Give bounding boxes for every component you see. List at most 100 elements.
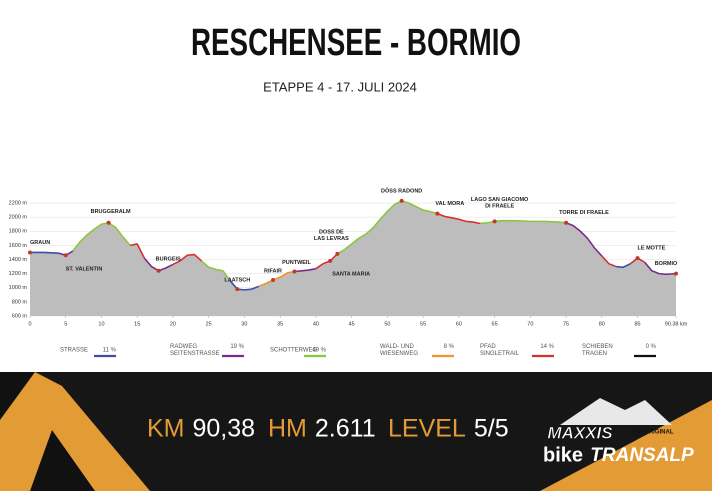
legend-label: SINGLETRAIL <box>480 351 520 357</box>
waypoint-label: LE MOTTE <box>638 246 666 252</box>
surface-run <box>172 253 203 266</box>
x-tick-label: 85 <box>634 321 640 327</box>
waypoint-label: SANTA MARIA <box>332 271 370 277</box>
waypoint-marker <box>235 287 240 292</box>
waypoint-marker <box>492 219 497 224</box>
surface-run <box>336 200 438 255</box>
y-tick-label: 1000 m <box>9 285 28 291</box>
mountain <box>0 430 28 491</box>
y-tick-label: 1200 m <box>9 271 28 277</box>
x-tick-label: 90.38 km <box>665 321 688 327</box>
logo-peaks <box>560 398 672 425</box>
mountain <box>0 372 150 491</box>
y-tick-label: 1800 m <box>9 229 28 235</box>
x-tick-label: 25 <box>206 321 212 327</box>
waypoint-marker <box>63 253 68 258</box>
x-tick-label: 55 <box>420 321 426 327</box>
waypoint-label: DI FRAELE <box>485 203 514 209</box>
legend-share: 14 % <box>540 344 554 350</box>
title: RESCHENSEE - BORMIO <box>191 22 521 64</box>
waypoint-label: DÖSS RADOND <box>381 187 422 194</box>
stat-value: 5/5 <box>474 415 509 443</box>
legend-label: WIESENWEG <box>380 351 418 357</box>
waypoint-label: BORMIO <box>655 261 678 267</box>
stat-label: LEVEL <box>388 415 466 443</box>
x-tick-label: 30 <box>241 321 247 327</box>
x-tick-label: 60 <box>456 321 462 327</box>
waypoint-label: TORRE DI FRAELE <box>559 210 609 216</box>
legend-share: 49 % <box>312 348 326 354</box>
stat-label: KM <box>147 415 185 443</box>
legend-label: SEITENSTRASSE <box>170 351 220 357</box>
logo-brand: MAXXIS <box>547 423 613 442</box>
x-tick-label: 50 <box>384 321 390 327</box>
legend-label: STRASSE <box>60 348 88 354</box>
surface-run <box>229 280 260 291</box>
x-tick-label: 80 <box>599 321 605 327</box>
waypoint-marker <box>435 211 440 216</box>
waypoint-label: VAL MORA <box>435 201 464 207</box>
waypoint-label: RIFAIR <box>264 268 282 274</box>
waypoint-marker <box>335 251 340 256</box>
logo-tagline: THE ORIGINAL <box>631 430 674 436</box>
surface-run <box>616 263 631 269</box>
waypoint-marker <box>271 277 276 282</box>
x-tick-label: 35 <box>277 321 283 327</box>
waypoint-marker <box>28 250 32 255</box>
waypoint-marker <box>156 268 161 273</box>
legend-label: RADWEG <box>170 344 197 350</box>
waypoint-label: DOSS DE <box>319 229 344 235</box>
y-tick-label: 2200 m <box>9 200 28 206</box>
logo-transalp: TRANSALP <box>590 445 694 466</box>
surface-run <box>565 222 603 257</box>
waypoint-label: LAGO SAN GIACOMO <box>471 197 529 203</box>
x-tick-label: 75 <box>563 321 569 327</box>
waypoint-label: LAS LEVRAS <box>314 236 349 242</box>
waypoint-marker <box>292 269 297 274</box>
waypoint-marker <box>564 220 569 225</box>
waypoint-label: BRUGGERALM <box>91 209 131 215</box>
logo-bike: bike <box>543 444 583 466</box>
legend-share: 8 % <box>444 344 455 350</box>
footer <box>0 372 712 491</box>
waypoint-marker <box>674 271 678 276</box>
waypoint-marker <box>399 198 404 203</box>
waypoint-label: GRAUN <box>30 240 50 246</box>
legend-label: SCHIEBEN <box>582 344 613 350</box>
x-tick-label: 15 <box>134 321 140 327</box>
stats: KM 90,38 HM 2.611 LEVEL 5/5 <box>147 415 509 443</box>
legend-share: 0 % <box>646 344 657 350</box>
plot: 600 m 800 m 1000 m 1200 m 1400 m 1600 m 1800 m… <box>9 187 688 327</box>
legend-label: PFAD <box>480 344 496 350</box>
y-tick-label: 2000 m <box>9 215 28 221</box>
y-tick-label: 1400 m <box>9 257 28 263</box>
waypoint-marker <box>328 258 333 263</box>
x-tick-label: 10 <box>98 321 104 327</box>
legend-label: TRAGEN <box>582 351 607 357</box>
x-tick-label: 70 <box>527 321 533 327</box>
waypoint-marker <box>106 220 111 225</box>
stat-label: HM <box>268 415 307 443</box>
waypoint-label: PUNTWEIL <box>282 260 311 266</box>
x-tick-label: 20 <box>170 321 176 327</box>
surface-run <box>258 270 295 288</box>
x-tick-label: 65 <box>492 321 498 327</box>
surface-run <box>72 221 131 252</box>
surface-run <box>480 219 567 225</box>
waypoint-label: BURGEIS <box>156 256 181 262</box>
x-tick-label: 0 <box>28 321 31 327</box>
surface-run <box>644 261 677 276</box>
legend-label: SCHOTTERWEG <box>270 348 318 354</box>
x-tick-label: 40 <box>313 321 319 327</box>
surface-run <box>315 253 338 270</box>
surface-run <box>294 267 317 273</box>
surface-run <box>129 243 146 259</box>
stat-value: 90,38 <box>193 415 256 443</box>
surface-run <box>437 212 481 225</box>
waypoint-label: LAATSCH <box>224 278 250 284</box>
stat-value: 2.611 <box>315 415 376 443</box>
waypoint-label: ST. VALENTIN <box>66 267 103 273</box>
legend-label: WALD- UND <box>380 344 414 350</box>
